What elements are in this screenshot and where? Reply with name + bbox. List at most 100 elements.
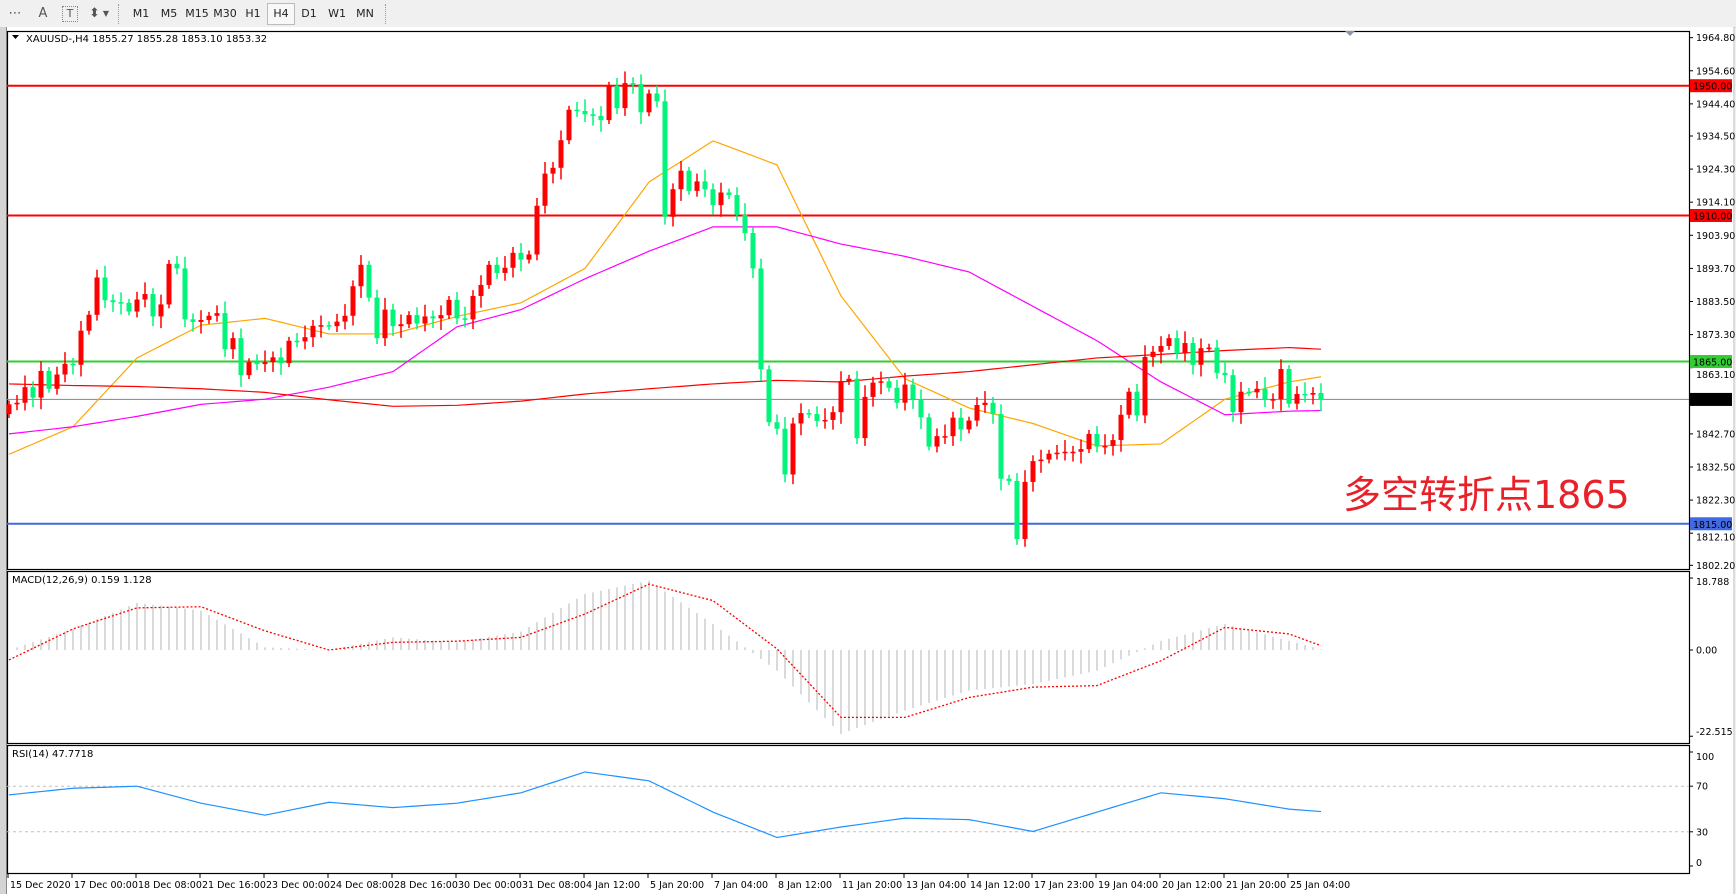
annotation-text: 多空转折点1865 xyxy=(1343,473,1630,517)
price-axis-label: 1964.80 xyxy=(1696,33,1735,44)
timeframe-m1-button[interactable]: M1 xyxy=(132,7,150,20)
candle-body xyxy=(494,264,500,273)
arrows-shapes-icon[interactable]: ⬍ ▼ xyxy=(86,3,112,25)
candle-body xyxy=(966,420,972,430)
candle-body xyxy=(1022,481,1028,540)
candle-body xyxy=(70,363,76,366)
timeframe-mn-button[interactable]: MN xyxy=(356,7,374,20)
candle xyxy=(478,275,484,308)
candle-body xyxy=(1118,414,1124,441)
candle xyxy=(486,260,492,289)
candle xyxy=(758,258,764,381)
price-axis-label: 1842.70 xyxy=(1696,429,1735,440)
candle-body xyxy=(278,357,284,364)
candle-body xyxy=(974,405,980,421)
candle xyxy=(390,303,396,336)
chart-shift-marker-icon[interactable] xyxy=(1345,31,1355,36)
candle-body xyxy=(1238,391,1244,413)
timeframe-w1-button[interactable]: W1 xyxy=(328,7,346,20)
candle xyxy=(686,166,692,195)
candle-body xyxy=(742,214,748,234)
time-axis-label: 14 Jan 12:00 xyxy=(970,880,1030,891)
candle-body xyxy=(1302,393,1308,396)
candle xyxy=(1078,439,1084,464)
candle xyxy=(590,108,596,126)
candle-body xyxy=(726,192,732,196)
timeframe-m15-button[interactable]: M15 xyxy=(185,7,209,20)
candle-body xyxy=(1006,478,1012,481)
candle xyxy=(806,409,812,418)
candle xyxy=(6,400,12,418)
price-axis-label: 1954.60 xyxy=(1696,66,1735,77)
candle-body xyxy=(798,413,804,424)
candle xyxy=(854,370,860,444)
time-axis-label: 8 Jan 12:00 xyxy=(778,880,832,891)
timeframe-h4-button[interactable]: H4 xyxy=(267,2,295,25)
time-axis-label: 5 Jan 20:00 xyxy=(650,880,704,891)
candle xyxy=(22,375,28,411)
candle-body xyxy=(422,316,428,324)
candle xyxy=(342,304,348,330)
candle-body xyxy=(1070,451,1076,454)
candle-body xyxy=(838,380,844,413)
candle xyxy=(702,169,708,198)
candle-body xyxy=(86,314,92,331)
candle xyxy=(1134,383,1140,422)
candle xyxy=(710,183,716,215)
candle-body xyxy=(1318,393,1324,400)
text-icon[interactable]: A xyxy=(38,6,48,21)
candle xyxy=(214,305,220,322)
candle xyxy=(1254,380,1260,399)
candle-body xyxy=(150,294,156,317)
candle xyxy=(406,311,412,329)
candle xyxy=(262,350,268,372)
price-axis-label: 1893.70 xyxy=(1696,264,1735,275)
candle xyxy=(958,407,964,442)
timeframe-d1-button[interactable]: D1 xyxy=(301,7,317,20)
candle-body xyxy=(1134,391,1140,416)
candle xyxy=(838,371,844,424)
candle-body xyxy=(1310,393,1316,395)
candle xyxy=(1246,387,1252,397)
candle xyxy=(790,417,796,485)
candle-body xyxy=(1062,451,1068,454)
candle-body xyxy=(878,381,884,383)
candle xyxy=(38,361,44,410)
current-price-tag xyxy=(1690,392,1732,406)
time-axis-label: 19 Jan 04:00 xyxy=(1098,880,1158,891)
candle xyxy=(382,297,388,346)
candle xyxy=(230,332,236,359)
main-panel-frame xyxy=(6,30,1691,571)
candle xyxy=(1174,330,1180,360)
toolbar-separator xyxy=(118,3,121,24)
candle xyxy=(1102,434,1108,455)
candle-body xyxy=(254,362,260,365)
candle-body xyxy=(158,304,164,317)
timeframe-h1-button[interactable]: H1 xyxy=(245,7,261,20)
candle xyxy=(814,406,820,427)
candle-body xyxy=(558,140,564,168)
candle-body xyxy=(758,268,764,370)
timeframe-m30-button[interactable]: M30 xyxy=(213,7,237,20)
candle xyxy=(742,203,748,241)
candle-body xyxy=(1150,351,1156,357)
text-label-icon[interactable]: T xyxy=(62,5,78,22)
price-axis-label: 1822.30 xyxy=(1696,496,1735,507)
candle-body xyxy=(814,414,820,421)
candle-body xyxy=(734,195,740,215)
timeframe-m5-button[interactable]: M5 xyxy=(160,7,178,20)
candle-body xyxy=(982,402,988,406)
candle-body xyxy=(454,299,460,319)
candle-body xyxy=(398,324,404,327)
collapse-triangle-icon[interactable] xyxy=(12,35,19,39)
candle-body xyxy=(678,170,684,190)
grid-properties-icon[interactable]: ⋯ xyxy=(8,6,22,21)
moving-average-line xyxy=(8,346,1322,407)
chevron-down-icon[interactable]: ▼ xyxy=(102,9,110,18)
candle xyxy=(1318,383,1324,412)
candle xyxy=(526,250,532,264)
candle xyxy=(1014,473,1020,545)
candle xyxy=(614,77,620,114)
macd-title: MACD(12,26,9) 0.159 1.128 xyxy=(12,575,152,586)
candle xyxy=(222,301,228,357)
